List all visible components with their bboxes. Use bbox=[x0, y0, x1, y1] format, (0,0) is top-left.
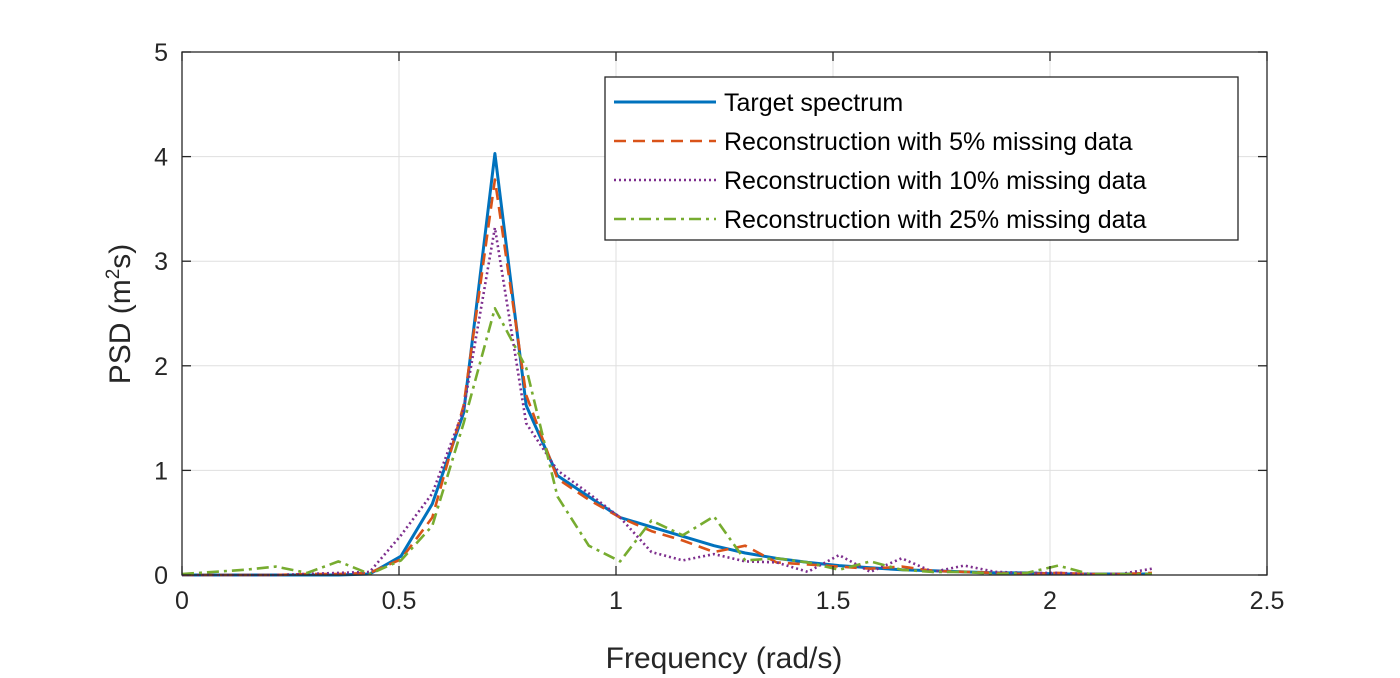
plot-area-frame bbox=[181, 51, 1268, 576]
y-tick-label: 1 bbox=[154, 457, 168, 485]
x-tick-label: 2 bbox=[1043, 587, 1057, 615]
legend: Target spectrum Reconstruction with 5% mi… bbox=[604, 76, 1239, 241]
y-tick-label: 3 bbox=[154, 248, 168, 276]
x-tick-label: 0.5 bbox=[382, 587, 417, 615]
x-axis-label: Frequency (rad/s) bbox=[606, 642, 843, 675]
legend-label-2: Reconstruction with 5% missing data bbox=[724, 128, 1133, 156]
x-tick-label: 2.5 bbox=[1250, 587, 1285, 615]
series-line-3 bbox=[182, 226, 1153, 577]
y-tick-label: 0 bbox=[154, 562, 168, 590]
y-axis-label: PSD (m2s) bbox=[103, 244, 137, 385]
y-axis-label-main: PSD (m bbox=[104, 279, 137, 384]
y-tick-label: 2 bbox=[154, 353, 168, 381]
axis-ticks: 0 0.5 1 1.5 2 2.5 0 1 2 3 4 5 bbox=[154, 39, 1284, 615]
series-line-4 bbox=[181, 306, 1152, 576]
y-axis-label-end: s) bbox=[104, 244, 137, 269]
x-tick-label: 0 bbox=[175, 587, 189, 615]
x-tick-label: 1 bbox=[609, 587, 623, 615]
y-tick-label: 4 bbox=[154, 144, 168, 172]
x-tick-label: 1.5 bbox=[816, 587, 851, 615]
y-tick-label: 5 bbox=[154, 39, 168, 67]
y-axis-label-superscript: 2 bbox=[103, 269, 124, 280]
legend-label-3: Reconstruction with 10% missing data bbox=[724, 167, 1147, 195]
legend-box bbox=[604, 76, 1239, 241]
legend-label-4: Reconstruction with 25% missing data bbox=[724, 206, 1147, 234]
legend-label-1: Target spectrum bbox=[724, 89, 903, 117]
